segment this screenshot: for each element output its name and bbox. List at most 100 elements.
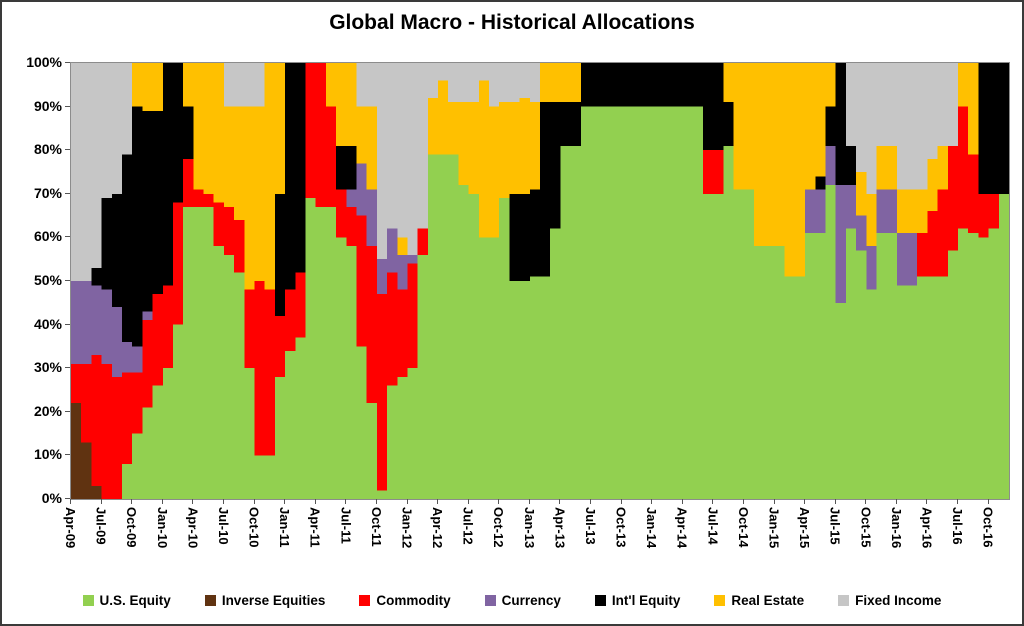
x-axis-tick-label: Jul-15 — [827, 507, 843, 545]
series-band-currency — [71, 63, 1009, 377]
y-axis-tick — [65, 149, 70, 151]
legend-item-int-l-equity: Int'l Equity — [594, 593, 681, 608]
x-axis-tick — [590, 499, 591, 504]
x-axis-tick — [651, 499, 653, 504]
y-axis-tick-label: 30% — [33, 359, 62, 376]
y-axis-tick-label: 90% — [33, 97, 62, 114]
x-axis-tick — [773, 499, 775, 504]
chart-title: Global Macro - Historical Allocations — [329, 11, 695, 34]
legend-color-chip — [359, 595, 371, 606]
x-axis-tick — [70, 499, 71, 504]
y-axis-tick — [65, 105, 70, 107]
x-axis-tick-label: Jul-13 — [583, 507, 598, 545]
x-axis-tick — [467, 499, 469, 504]
x-axis-tick-label: Apr-10 — [185, 507, 201, 549]
chart-legend: U.S. Equity Inverse Equities Commodity Curr… — [2, 593, 1022, 608]
x-axis-tick-label: Oct-10 — [246, 507, 262, 548]
x-axis-tick-label: Jul-16 — [950, 507, 965, 545]
x-axis-tick — [957, 499, 958, 504]
x-axis-tick-label: Jan-12 — [399, 507, 415, 549]
y-axis-tick — [65, 192, 70, 194]
x-axis-tick — [284, 499, 286, 504]
y-axis-tick — [65, 236, 70, 238]
legend-color-chip — [594, 595, 606, 606]
x-axis-tick-label: Apr-09 — [63, 507, 78, 549]
x-axis-tick-label: Apr-15 — [797, 507, 813, 549]
x-axis-tick — [131, 499, 133, 504]
legend-color-chip — [484, 595, 496, 606]
x-axis-tick — [253, 499, 255, 504]
x-axis-tick-label: Jan-16 — [888, 507, 904, 549]
x-axis-tick-label: Jul-10 — [215, 507, 231, 545]
legend-label: Fixed Income — [855, 593, 942, 608]
y-axis-tick-label: 100% — [26, 54, 62, 70]
series-band-fixed-income — [71, 63, 1009, 281]
x-axis-tick-label: Oct-14 — [735, 507, 751, 548]
x-axis-tick-label: Jan-15 — [766, 507, 782, 549]
x-axis-tick-label: Oct-15 — [858, 507, 874, 548]
y-axis-tick — [65, 62, 70, 63]
y-axis-tick — [65, 367, 70, 369]
x-axis-tick-label: Jul-11 — [338, 507, 354, 544]
x-axis-tick — [375, 499, 377, 504]
y-axis-tick-label: 50% — [33, 272, 62, 288]
y-axis-tick — [65, 323, 70, 325]
legend-label: U.S. Equity — [99, 593, 171, 608]
x-axis-tick — [742, 499, 744, 504]
x-axis-tick — [712, 499, 714, 504]
x-axis-tick — [528, 499, 530, 504]
legend-label: Inverse Equities — [221, 593, 326, 608]
x-axis-tick — [895, 499, 897, 504]
x-axis-tick — [437, 499, 438, 504]
y-axis-tick — [65, 280, 70, 281]
x-axis-tick — [865, 499, 867, 504]
x-axis-tick — [222, 499, 224, 504]
stacked-area-plot — [70, 62, 1010, 500]
x-axis-tick-label: Apr-11 — [307, 507, 323, 548]
x-axis-tick-label: Apr-16 — [919, 507, 935, 549]
legend-item-currency: Currency — [484, 593, 561, 608]
y-axis-tick-label: 70% — [33, 184, 62, 201]
x-axis-tick-label: Apr-13 — [552, 507, 568, 549]
legend-item-inverse-equities: Inverse Equities — [204, 593, 326, 608]
x-axis-tick-label: Jul-12 — [460, 507, 476, 545]
x-axis-tick-label: Oct-09 — [124, 507, 140, 548]
y-axis-tick — [65, 410, 70, 412]
legend-label: Int'l Equity — [611, 593, 681, 608]
y-axis-tick — [65, 498, 70, 499]
series-band-real-estate — [71, 63, 1009, 290]
x-axis-tick-label: Oct-12 — [491, 507, 507, 548]
x-axis-tick — [100, 499, 102, 504]
x-axis-tick-label: Apr-12 — [430, 507, 445, 549]
x-axis-tick — [406, 499, 408, 504]
x-axis-tick — [804, 499, 806, 504]
legend-color-chip — [82, 595, 94, 606]
legend-item-commodity: Commodity — [359, 593, 451, 608]
x-axis-tick — [314, 499, 316, 504]
y-axis-tick-label: 0% — [41, 490, 62, 506]
legend-label: Real Estate — [731, 593, 805, 608]
legend-item-u-s-equity: U.S. Equity — [82, 593, 171, 608]
series-band-int-l-equity — [71, 63, 1009, 347]
legend-label: Commodity — [376, 593, 451, 608]
x-axis-tick-label: Jan-11 — [277, 507, 293, 548]
x-axis-tick-label: Apr-14 — [674, 507, 690, 549]
y-axis-tick-label: 60% — [33, 228, 62, 245]
y-axis-tick-label: 80% — [33, 141, 62, 158]
x-axis-tick-label: Jul-09 — [93, 507, 109, 545]
x-axis-tick — [834, 499, 836, 504]
x-axis-tick-label: Jan-14 — [644, 507, 660, 549]
x-axis-tick-label: Jan-13 — [521, 507, 537, 549]
x-axis-tick — [498, 499, 500, 504]
legend-item-real-estate: Real Estate — [714, 593, 804, 608]
x-axis-tick-label: Oct-16 — [980, 507, 996, 548]
x-axis-tick — [926, 499, 928, 504]
x-axis-tick — [192, 499, 194, 504]
x-axis-tick-label: Jul-14 — [705, 507, 721, 545]
x-axis-tick — [559, 499, 561, 504]
legend-color-chip — [714, 595, 726, 606]
x-axis-tick — [620, 499, 622, 504]
stacked-area-bands — [71, 63, 1009, 499]
y-axis-tick — [65, 454, 70, 456]
